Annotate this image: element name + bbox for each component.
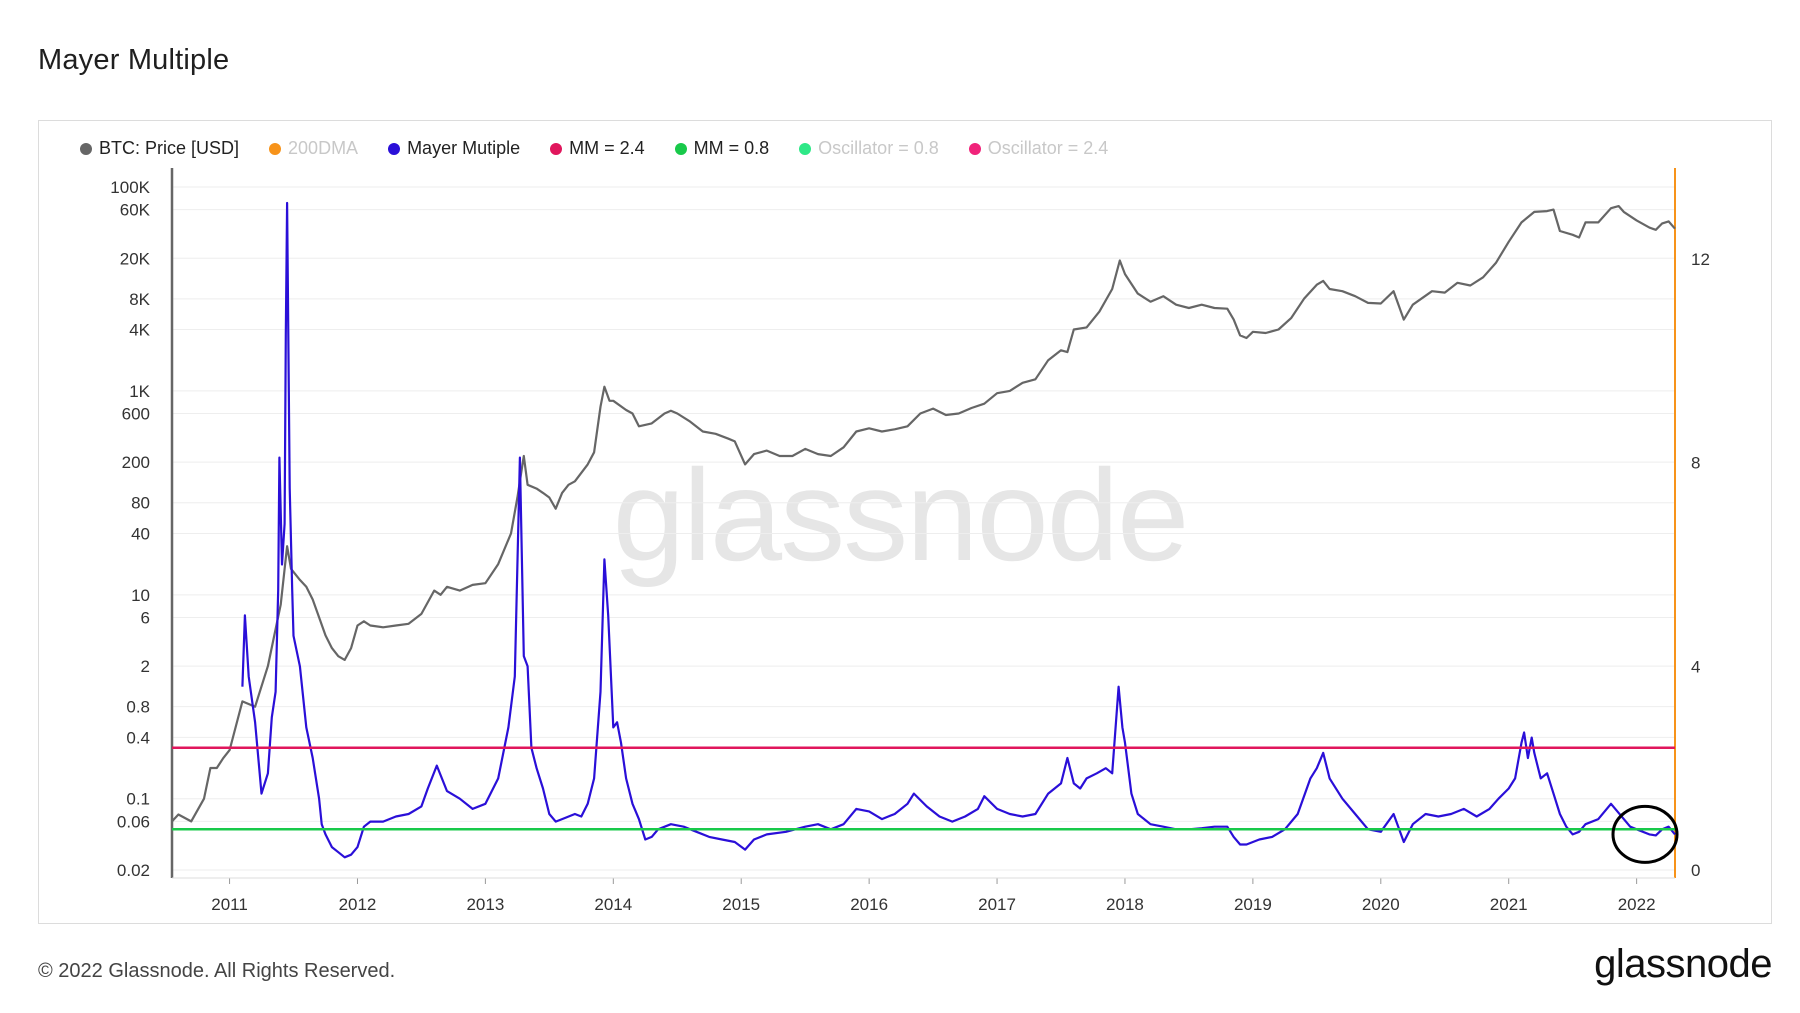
- chart-frame: [38, 120, 1772, 924]
- x-axis-tick-label: 2016: [850, 895, 888, 914]
- left-axis-tick-label: 200: [122, 453, 150, 472]
- left-axis-tick-label: 0.8: [126, 698, 150, 717]
- axes: 100K60K20K8K4K1K600200804010620.80.40.10…: [110, 168, 1710, 914]
- legend-dot-icon: [388, 142, 401, 155]
- left-axis-tick-label: 600: [122, 405, 150, 424]
- legend-item[interactable]: 200DMA: [269, 138, 358, 159]
- highlight-circle: [1611, 804, 1679, 864]
- left-axis-tick-label: 40: [131, 524, 150, 543]
- left-axis-tick-label: 4K: [129, 321, 150, 340]
- legend-item[interactable]: MM = 0.8: [674, 138, 770, 159]
- x-axis-tick-label: 2014: [594, 895, 632, 914]
- legend-label: Oscillator = 0.8: [818, 138, 939, 158]
- legend-dot-icon: [269, 142, 282, 155]
- legend-item[interactable]: MM = 2.4: [550, 138, 645, 159]
- btc-price-line: [171, 205, 1676, 823]
- left-axis-tick-label: 0.06: [117, 812, 150, 831]
- x-axis-tick-label: 2012: [339, 895, 377, 914]
- left-axis-tick-label: 0.4: [126, 728, 150, 747]
- chart-legend: BTC: Price [USD] 200DMA Mayer Mutiple MM = …: [80, 138, 1138, 159]
- left-axis-tick-label: 20K: [120, 249, 151, 268]
- x-axis-tick-label: 2013: [466, 895, 504, 914]
- legend-label: 200DMA: [288, 138, 359, 158]
- x-axis-tick-label: 2019: [1234, 895, 1272, 914]
- legend-label: Mayer Mutiple: [407, 138, 521, 158]
- legend-label: Oscillator = 2.4: [987, 138, 1109, 158]
- legend-item[interactable]: Oscillator = 0.8: [799, 138, 939, 159]
- x-axis-tick-label: 2021: [1490, 895, 1528, 914]
- right-axis-tick-label: 12: [1691, 250, 1710, 269]
- left-axis-tick-label: 2: [141, 657, 150, 676]
- gridlines: [172, 186, 1675, 871]
- page-title: Mayer Multiple: [38, 44, 230, 76]
- x-axis-tick-label: 2022: [1618, 895, 1656, 914]
- left-axis-tick-label: 10: [131, 586, 150, 605]
- left-axis-tick-label: 1K: [129, 382, 150, 401]
- legend-dot-icon: [674, 142, 687, 155]
- annotations: [1611, 804, 1679, 864]
- right-axis-tick-label: 0: [1691, 861, 1700, 880]
- legend-dot-icon: [968, 142, 981, 155]
- right-axis-tick-label: 8: [1691, 454, 1700, 473]
- left-axis-tick-label: 100K: [110, 178, 150, 197]
- left-axis-tick-label: 0.02: [117, 861, 150, 880]
- legend-label: MM = 0.8: [693, 138, 770, 158]
- x-axis-tick-label: 2017: [978, 895, 1016, 914]
- x-axis-tick-label: 2011: [211, 895, 248, 914]
- left-axis-tick-label: 60K: [120, 201, 151, 220]
- series-lines: [171, 201, 1676, 859]
- watermark-text: glassnode: [613, 442, 1188, 588]
- legend-item[interactable]: BTC: Price [USD]: [80, 138, 239, 159]
- legend-dot-icon: [799, 142, 812, 155]
- left-axis-tick-label: 80: [131, 494, 150, 513]
- x-axis-tick-label: 2018: [1106, 895, 1144, 914]
- mayer-multiple-line: [241, 201, 1676, 859]
- legend-dot-icon: [550, 142, 563, 155]
- legend-item[interactable]: Oscillator = 2.4: [968, 138, 1109, 159]
- x-axis-tick-label: 2020: [1362, 895, 1400, 914]
- legend-label: MM = 2.4: [569, 138, 645, 158]
- left-axis-tick-label: 6: [141, 608, 150, 627]
- left-axis-tick-label: 0.1: [126, 790, 150, 809]
- right-axis-tick-label: 4: [1691, 657, 1700, 676]
- legend-item[interactable]: Mayer Mutiple: [388, 138, 520, 159]
- left-axis-tick-label: 8K: [129, 290, 150, 309]
- legend-dot-icon: [80, 142, 92, 155]
- brand-logo[interactable]: glassnode: [1594, 942, 1772, 986]
- legend-label: BTC: Price [USD]: [99, 138, 240, 158]
- x-axis-tick-label: 2015: [722, 895, 760, 914]
- copyright-text: © 2022 Glassnode. All Rights Reserved.: [38, 960, 396, 982]
